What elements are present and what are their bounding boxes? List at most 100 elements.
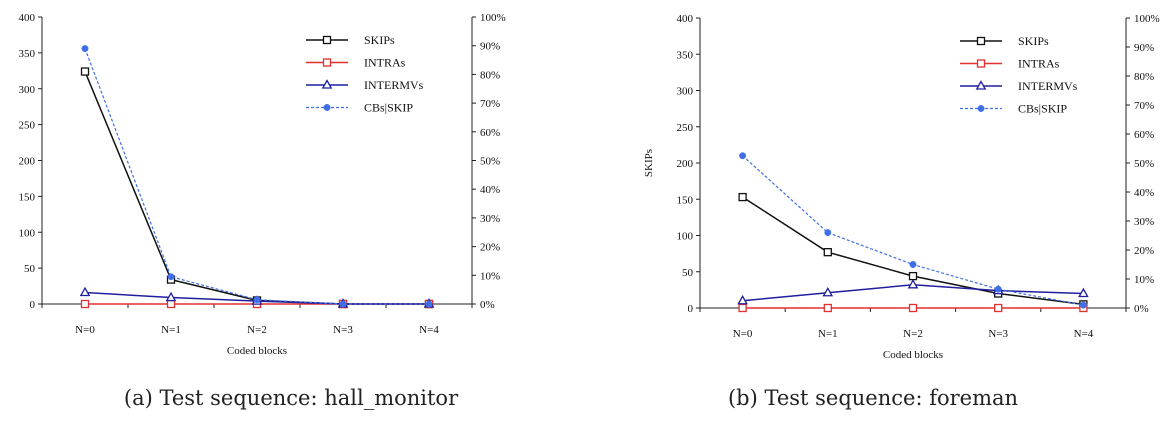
y2-tick-label: 100% [1134, 13, 1160, 25]
x-tick-label: N=3 [333, 324, 353, 336]
data-point-cbs-skip [81, 45, 89, 53]
y-tick-label: 150 [19, 191, 36, 203]
data-point-cbs-skip [824, 229, 832, 237]
data-point-cbs-skip [253, 296, 261, 304]
series-intras [738, 303, 1088, 313]
legend-marker-intras [976, 59, 986, 68]
y2-tick-label: 80% [1134, 71, 1154, 83]
y-tick-label: 250 [19, 120, 36, 132]
x-tick-label: N=0 [733, 328, 753, 340]
y-tick-label: 200 [19, 156, 36, 168]
data-point-intermvs [907, 278, 919, 289]
data-point-intras [908, 303, 918, 313]
y2-tick-label: 90% [480, 41, 500, 53]
y-tick-label: 0 [688, 303, 694, 315]
y2-tick-label: 0% [1134, 303, 1149, 315]
legend-item-cbs-skip: CBs|SKIP [960, 102, 1067, 116]
series-intermvs [737, 278, 1089, 305]
data-point-intras [823, 303, 832, 313]
y2-tick-label: 80% [480, 69, 500, 81]
y-axis-label: SKIPs [643, 149, 655, 177]
y2-tick-label: 60% [480, 127, 500, 139]
y-tick-label: 300 [677, 86, 694, 98]
x-tick-label: N=4 [419, 324, 439, 336]
data-point-cbs-skip [909, 261, 917, 268]
y-tick-label: 50 [24, 263, 36, 275]
legend-marker-skips [976, 36, 986, 46]
y2-tick-label: 90% [1134, 42, 1154, 54]
y-tick-label: 400 [677, 13, 694, 25]
y2-tick-label: 50% [1134, 158, 1154, 170]
y-tick-label: 250 [677, 122, 694, 134]
data-point-skips [823, 248, 832, 257]
x-tick-label: N=3 [988, 328, 1008, 340]
y2-tick-label: 30% [1134, 216, 1154, 228]
data-point-cbs-skip [167, 273, 175, 281]
data-point-intermvs [1078, 287, 1089, 298]
data-point-skips [738, 192, 747, 202]
legend-label-intermvs: INTERMVs [364, 78, 424, 92]
data-point-skips [908, 271, 918, 281]
data-point-cbs-skip [994, 285, 1002, 293]
legend: SKIPs INTRAs INTERMVs CBs|SKIP [306, 33, 424, 115]
legend-item-intras: INTRAs [306, 56, 406, 70]
legend-marker-intras [322, 58, 332, 67]
data-point-cbs-skip [1079, 301, 1087, 309]
legend-label-skips: SKIPs [364, 33, 395, 47]
chart-panel-foreman: 0 50 100 150 200 250 300 350 400 0% 10% 20% 30% 40% 50… [582, 0, 1164, 424]
legend-marker-skips [322, 35, 332, 45]
series-cbs-skip [739, 152, 1087, 309]
x-tick-label: N=2 [247, 324, 267, 336]
y2-tick-label: 60% [1134, 129, 1154, 141]
data-point-cbs-skip [425, 300, 433, 308]
y2-tick-label: 0% [480, 299, 495, 311]
legend-label-intermvs: INTERMVs [1018, 79, 1078, 93]
chart-foreman: 0 50 100 150 200 250 300 350 400 0% 10% 20% 30% 40% 50… [643, 13, 1160, 361]
data-point-intras [994, 303, 1003, 313]
legend-item-skips: SKIPs [306, 33, 395, 47]
series-cbs-skip [81, 45, 433, 308]
x-axis-label: Coded blocks [883, 349, 943, 361]
y2-tick-label: 70% [480, 98, 500, 110]
data-point-skips [80, 67, 90, 76]
y2-tick-label: 70% [1134, 100, 1154, 112]
y2-tick-label: 40% [1134, 187, 1154, 199]
x-tick-label: N=1 [818, 328, 838, 340]
y-tick-label: 350 [19, 48, 36, 60]
data-point-intermvs [822, 286, 834, 297]
y2-tick-label: 20% [480, 242, 500, 254]
legend-item-intermvs: INTERMVs [960, 79, 1078, 93]
legend-marker-cbs-skip [977, 105, 985, 112]
data-point-intras [166, 299, 176, 309]
y-tick-label: 350 [677, 49, 694, 61]
series-skips [738, 192, 1088, 309]
y-tick-label: 100 [19, 227, 36, 239]
y-tick-label: 300 [19, 84, 36, 96]
chart-panel-hall-monitor: 0 50 100 150 200 250 300 350 400 0% 10% 20% 30% 40% 50… [19, 12, 506, 410]
y2-tick-label: 10% [480, 270, 500, 282]
legend-label-cbs-skip: CBs|SKIP [1018, 102, 1067, 116]
data-point-cbs-skip [339, 300, 347, 308]
y2-tick-label: 40% [480, 184, 500, 196]
legend-label-intras: INTRAs [364, 56, 406, 70]
y2-tick-label: 100% [480, 12, 506, 24]
legend-label-skips: SKIPs [1018, 34, 1049, 48]
data-point-cbs-skip [739, 152, 747, 160]
y2-tick-label: 10% [1134, 274, 1154, 286]
y2-tick-label: 20% [1134, 245, 1154, 257]
data-point-intermvs [79, 286, 91, 297]
data-point-intras [80, 299, 90, 309]
legend-label-cbs-skip: CBs|SKIP [364, 101, 413, 115]
y-tick-label: 100 [677, 231, 694, 243]
chart-hall-monitor: 0 50 100 150 200 250 300 350 400 0% 10% 20% 30% 40% 50… [19, 12, 506, 357]
legend-item-intras: INTRAs [960, 57, 1060, 71]
y-tick-label: 400 [19, 12, 36, 24]
y-tick-label: 150 [677, 194, 694, 206]
legend-marker-intermvs [975, 80, 987, 90]
legend-item-skips: SKIPs [960, 34, 1049, 48]
caption-foreman: (b) Test sequence: foreman [727, 386, 1019, 410]
data-point-intermvs [165, 291, 177, 302]
legend-marker-cbs-skip [323, 104, 331, 111]
x-tick-label: N=1 [161, 324, 181, 336]
x-tick-label: N=4 [1074, 328, 1094, 340]
